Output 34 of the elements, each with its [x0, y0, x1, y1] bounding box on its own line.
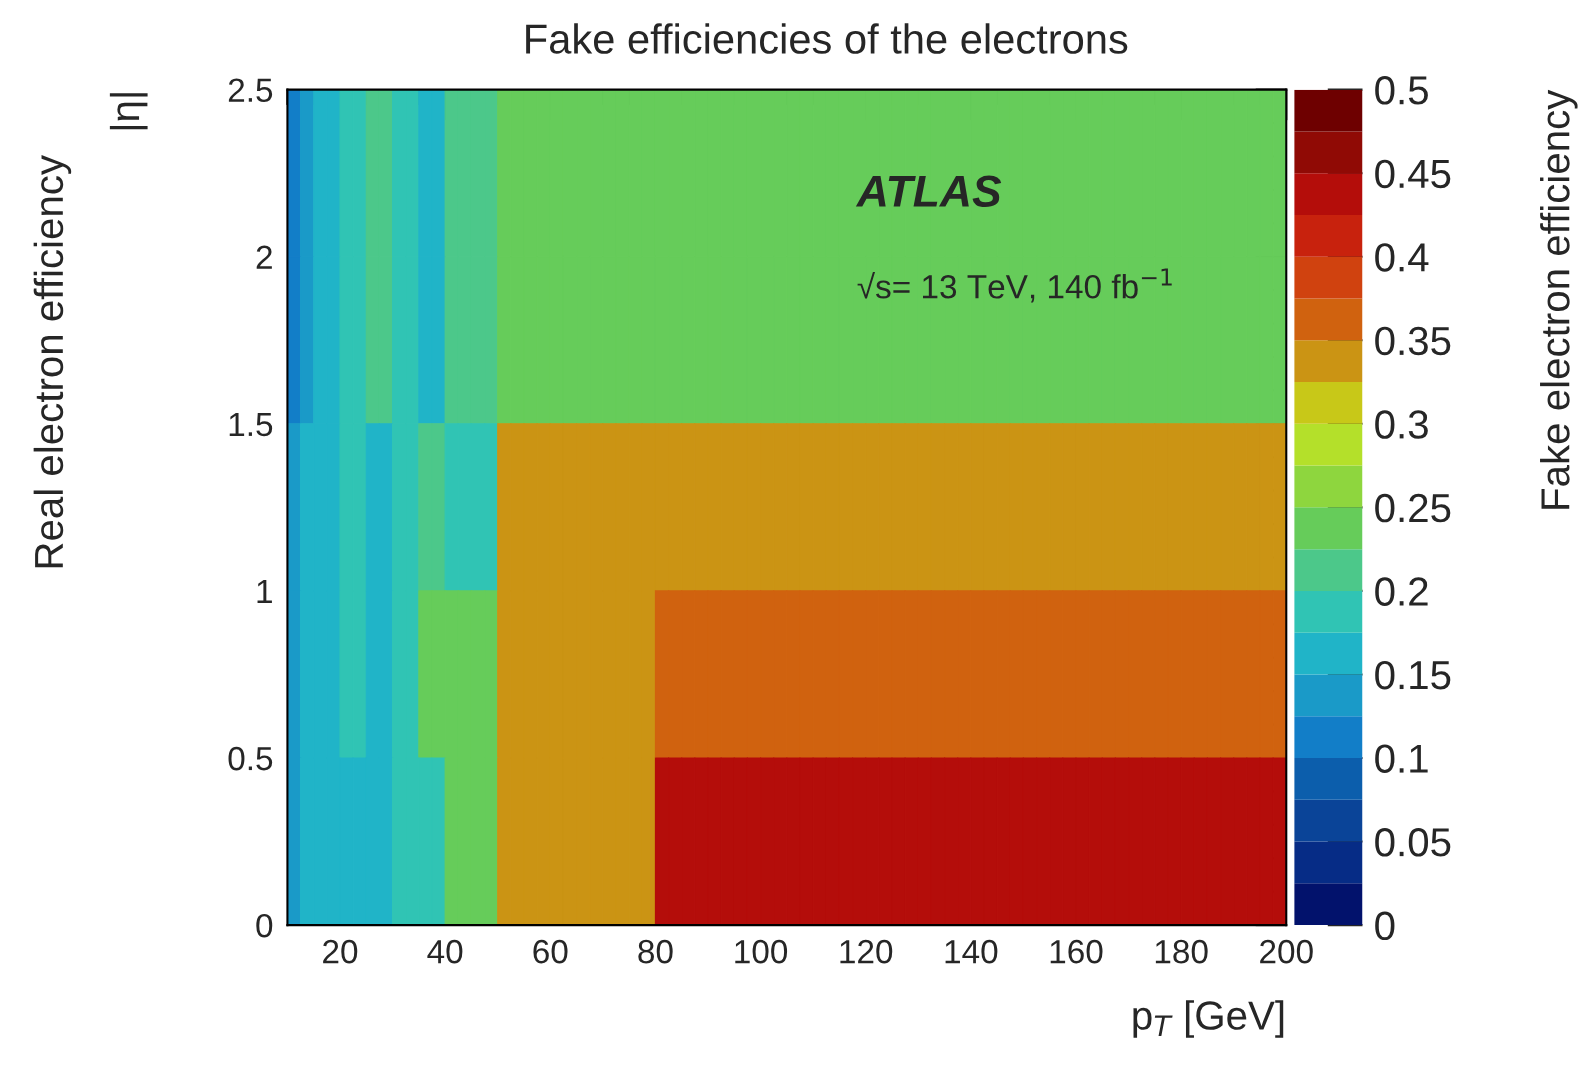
x-tick-label: 20 [323, 939, 358, 964]
color-bar-label: 0.5 [1375, 76, 1428, 105]
x-tick-label: 40 [427, 939, 463, 964]
x-tick-label: 100 [735, 939, 788, 964]
y-tick-label: 0 [256, 913, 273, 938]
color-bar-label: 0.45 [1375, 159, 1451, 189]
color-bar-label: 0.4 [1375, 243, 1429, 272]
y-tick-label: 1.5 [229, 412, 273, 437]
x-tick-label: 200 [1260, 939, 1313, 964]
annotation: ATLAS [855, 175, 1002, 208]
color-bar-label: 0.2 [1375, 577, 1428, 606]
text: Real electron efficiency [33, 154, 72, 568]
color-bar-label: 0.1 [1375, 744, 1428, 773]
x-tick-label: 60 [533, 939, 568, 964]
color-bar-label: 0 [1375, 911, 1395, 941]
y-tick-label: 2 [256, 245, 272, 269]
y-tick-label: 0.5 [228, 746, 273, 771]
annotation: √s= 13 TeV, 140 fb$^{−1}$ [857, 268, 1172, 303]
x-tick-label: 140 [945, 939, 998, 964]
chart-title: Fake efficiencies of the electrons [526, 23, 1128, 54]
y-axis-title: |η| [109, 93, 148, 130]
x-tick-label: 160 [1050, 939, 1103, 964]
color-bar-title: Fake electron efficiency [1540, 89, 1578, 509]
x-tick-label: 80 [638, 939, 673, 964]
color-bar-label: 0.05 [1375, 828, 1451, 857]
color-bar-label: 0.35 [1375, 326, 1451, 356]
x-tick-label: 120 [840, 939, 893, 964]
x-tick-label: 180 [1155, 939, 1208, 964]
x-axis-title: p$_{T}$ [GeV] [1133, 1000, 1284, 1038]
color-bar-label: 0.25 [1375, 493, 1451, 523]
y-tick-label: 1 [257, 580, 272, 603]
y-tick-label: 2.5 [228, 78, 273, 103]
color-bar-label: 0.15 [1375, 660, 1451, 690]
color-bar-label: 0.3 [1375, 410, 1428, 439]
